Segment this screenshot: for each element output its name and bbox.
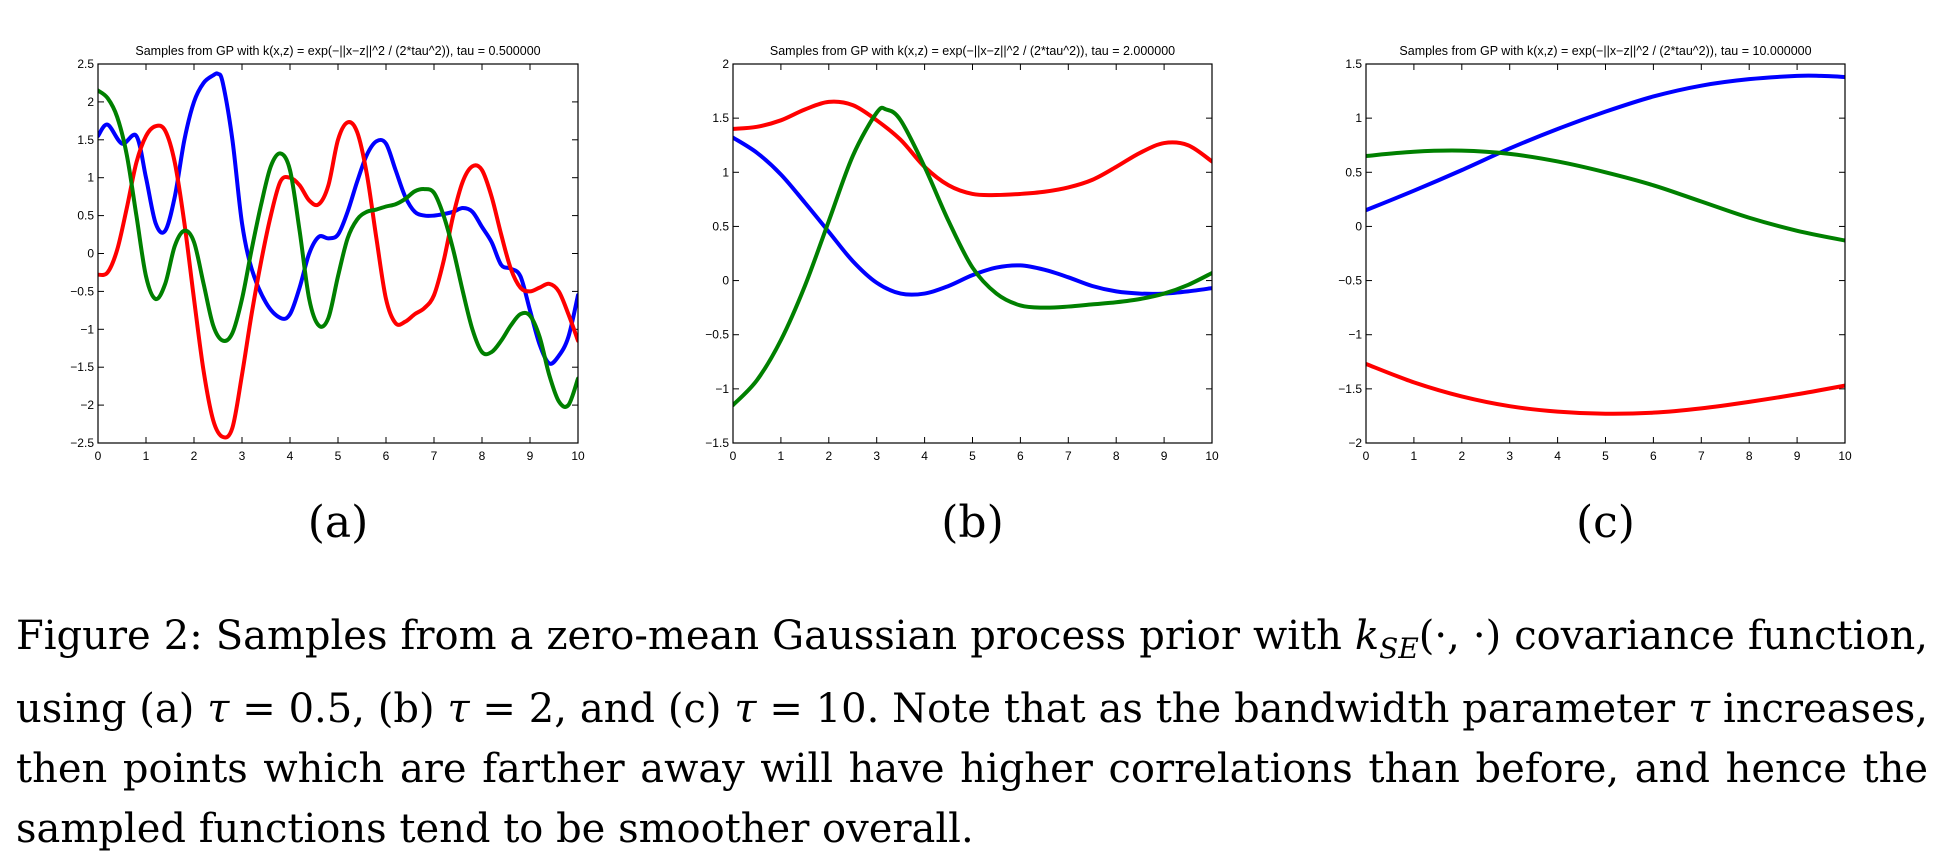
y-tick-label: −1.5 <box>705 436 729 450</box>
panel-label: (b) <box>941 497 1004 548</box>
y-tick-label: −2 <box>80 398 94 412</box>
tau-symbol: τ <box>447 686 470 732</box>
x-tick-label: 9 <box>1161 449 1168 463</box>
axes-frame <box>97 63 579 444</box>
y-tick-label: 0.5 <box>1345 165 1362 179</box>
x-tick-label: 9 <box>1794 449 1801 463</box>
tau-symbol: τ <box>207 686 230 732</box>
x-tick-label: 1 <box>1411 449 1418 463</box>
kernel-subscript: SE <box>1379 632 1419 665</box>
caption-prefix: Figure 2: Samples from a zero-mean Gauss… <box>16 613 1355 659</box>
x-tick-label: 3 <box>239 449 246 463</box>
axes-frame <box>1365 63 1846 444</box>
x-tick-label: 3 <box>1506 449 1513 463</box>
series-line-1 <box>733 99 1212 198</box>
y-tick-label: −0.5 <box>70 284 94 298</box>
figure-caption: Figure 2: Samples from a zero-mean Gauss… <box>16 606 1928 859</box>
x-tick-label: 5 <box>335 449 342 463</box>
panel-b: Samples from GP with k(x,z) = exp(−||x−z… <box>705 44 1219 548</box>
x-tick-label: 4 <box>921 449 928 463</box>
y-tick-label: 1 <box>1355 111 1362 125</box>
caption-eq-c: = 10. Note that as the bandwidth paramet… <box>756 686 1688 732</box>
caption-after-kernel: covariance function, using (a) <box>16 613 1928 732</box>
y-tick-label: −0.5 <box>705 328 729 342</box>
y-tick-label: −1.5 <box>1338 382 1362 396</box>
x-tick-label: 10 <box>571 449 585 463</box>
x-tick-label: 8 <box>479 449 486 463</box>
caption-eq-b: = 2, and (c) <box>469 686 735 732</box>
x-tick-label: 6 <box>383 449 390 463</box>
y-tick-label: 0 <box>722 274 729 288</box>
axes-frame <box>732 63 1213 444</box>
y-tick-label: 0.5 <box>712 219 729 233</box>
x-tick-label: 6 <box>1650 449 1657 463</box>
y-tick-label: −1 <box>715 382 729 396</box>
chart-title: Samples from GP with k(x,z) = exp(−||x−z… <box>1399 44 1811 58</box>
series-line-3 <box>98 88 578 409</box>
y-tick-label: 1.5 <box>1345 57 1362 71</box>
y-tick-label: −0.5 <box>1338 274 1362 288</box>
y-tick-label: 1 <box>722 165 729 179</box>
panel-label: (a) <box>308 497 369 548</box>
y-tick-label: 1 <box>87 171 94 185</box>
x-tick-label: 10 <box>1205 449 1219 463</box>
x-tick-label: 2 <box>191 449 198 463</box>
x-tick-label: 8 <box>1746 449 1753 463</box>
y-tick-label: 1.5 <box>77 133 94 147</box>
x-tick-label: 4 <box>1554 449 1561 463</box>
y-tick-label: 0 <box>87 247 94 261</box>
x-tick-label: 7 <box>1698 449 1705 463</box>
y-tick-label: −1.5 <box>70 360 94 374</box>
y-tick-label: −1 <box>1348 328 1362 342</box>
panel-c: Samples from GP with k(x,z) = exp(−||x−z… <box>1338 44 1852 548</box>
x-tick-label: 6 <box>1017 449 1024 463</box>
x-tick-label: 3 <box>873 449 880 463</box>
series-group <box>1366 73 1845 416</box>
series-line-3 <box>1366 361 1845 416</box>
panel-a: Samples from GP with k(x,z) = exp(−||x−z… <box>70 44 585 548</box>
caption-rest: increases, then points which are farther… <box>16 686 1929 852</box>
y-tick-label: 1.5 <box>712 111 729 125</box>
series-line-1 <box>98 71 578 366</box>
caption-eq-a: = 0.5, (b) <box>229 686 448 732</box>
tau-symbol: τ <box>734 686 757 732</box>
kernel-symbol: k <box>1354 613 1380 659</box>
y-tick-label: 0 <box>1355 219 1362 233</box>
x-tick-label: 8 <box>1113 449 1120 463</box>
series-line-2 <box>98 120 578 440</box>
y-tick-label: 0.5 <box>77 209 94 223</box>
series-line-2 <box>1366 148 1845 243</box>
series-group <box>98 71 578 440</box>
x-tick-label: 0 <box>730 449 737 463</box>
x-tick-label: 2 <box>825 449 832 463</box>
x-tick-label: 10 <box>1838 449 1852 463</box>
y-tick-label: −2 <box>1348 436 1362 450</box>
y-tick-label: 2 <box>87 95 94 109</box>
series-group <box>733 99 1212 408</box>
chart-title: Samples from GP with k(x,z) = exp(−||x−z… <box>770 44 1175 58</box>
series-line-1 <box>1366 73 1845 213</box>
x-tick-label: 7 <box>1065 449 1072 463</box>
y-tick-label: 2.5 <box>77 57 94 71</box>
x-tick-label: 0 <box>95 449 102 463</box>
kernel-args: (·, ·) <box>1418 613 1502 659</box>
series-line-2 <box>733 135 1212 297</box>
x-tick-label: 1 <box>143 449 150 463</box>
x-tick-label: 5 <box>969 449 976 463</box>
x-tick-label: 1 <box>778 449 785 463</box>
tau-symbol: τ <box>1687 686 1711 732</box>
x-tick-label: 2 <box>1458 449 1465 463</box>
panel-label: (c) <box>1576 497 1635 548</box>
series-line-3 <box>733 105 1212 408</box>
y-tick-label: 2 <box>722 57 729 71</box>
x-tick-label: 5 <box>1602 449 1609 463</box>
x-tick-label: 4 <box>287 449 294 463</box>
chart-title: Samples from GP with k(x,z) = exp(−||x−z… <box>135 44 540 58</box>
x-tick-label: 9 <box>527 449 534 463</box>
x-tick-label: 0 <box>1363 449 1370 463</box>
y-tick-label: −2.5 <box>70 436 94 450</box>
x-tick-label: 7 <box>431 449 438 463</box>
y-tick-label: −1 <box>80 322 94 336</box>
